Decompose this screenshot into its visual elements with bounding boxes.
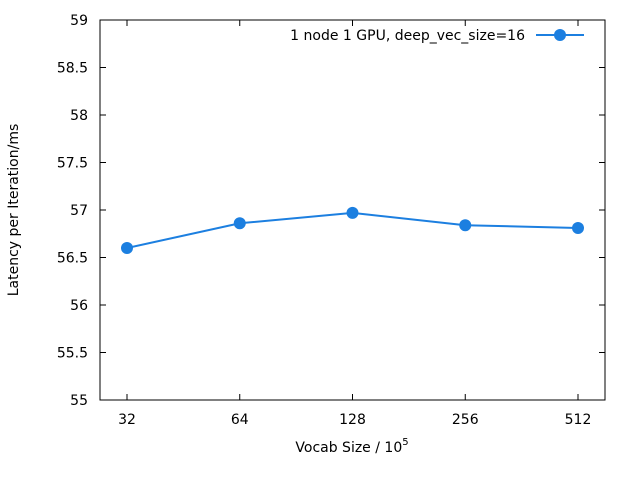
x-axis-label-text: Vocab Size / 10	[295, 440, 402, 456]
series-layer	[121, 206, 584, 254]
x-tick-label: 32	[118, 412, 136, 428]
x-tick-label: 256	[452, 412, 479, 428]
legend: 1 node 1 GPU, deep_vec_size=16	[290, 28, 584, 44]
y-tick-label: 58	[70, 108, 88, 124]
y-tick-label: 57	[70, 203, 88, 219]
x-axis-ticks: 32 64 128 256 512	[118, 20, 591, 428]
y-axis-ticks: 55 55.5 56 56.5 57 57.5 58 58.5 59	[57, 13, 605, 409]
x-tick-label: 64	[231, 412, 249, 428]
y-tick-label: 55.5	[57, 346, 88, 362]
y-tick-label: 58.5	[57, 61, 88, 77]
y-tick-label: 56	[70, 298, 88, 314]
y-tick-label: 59	[70, 13, 88, 29]
x-axis-label: Vocab Size / 105	[295, 437, 408, 456]
data-point	[459, 219, 472, 232]
y-tick-label: 57.5	[57, 156, 88, 172]
data-point	[233, 217, 246, 230]
data-point	[572, 222, 584, 235]
x-axis-label-exponent: 5	[402, 437, 408, 448]
x-tick-label: 128	[339, 412, 366, 428]
data-point	[346, 206, 359, 219]
legend-marker	[554, 29, 566, 41]
y-tick-label: 55	[70, 393, 88, 409]
plot-frame	[99, 19, 606, 401]
data-point	[121, 242, 133, 254]
x-tick-label: 512	[565, 412, 592, 428]
y-tick-label: 56.5	[57, 251, 88, 267]
legend-label: 1 node 1 GPU, deep_vec_size=16	[290, 28, 525, 44]
y-axis-label: Latency per Iteration/ms	[6, 124, 22, 297]
